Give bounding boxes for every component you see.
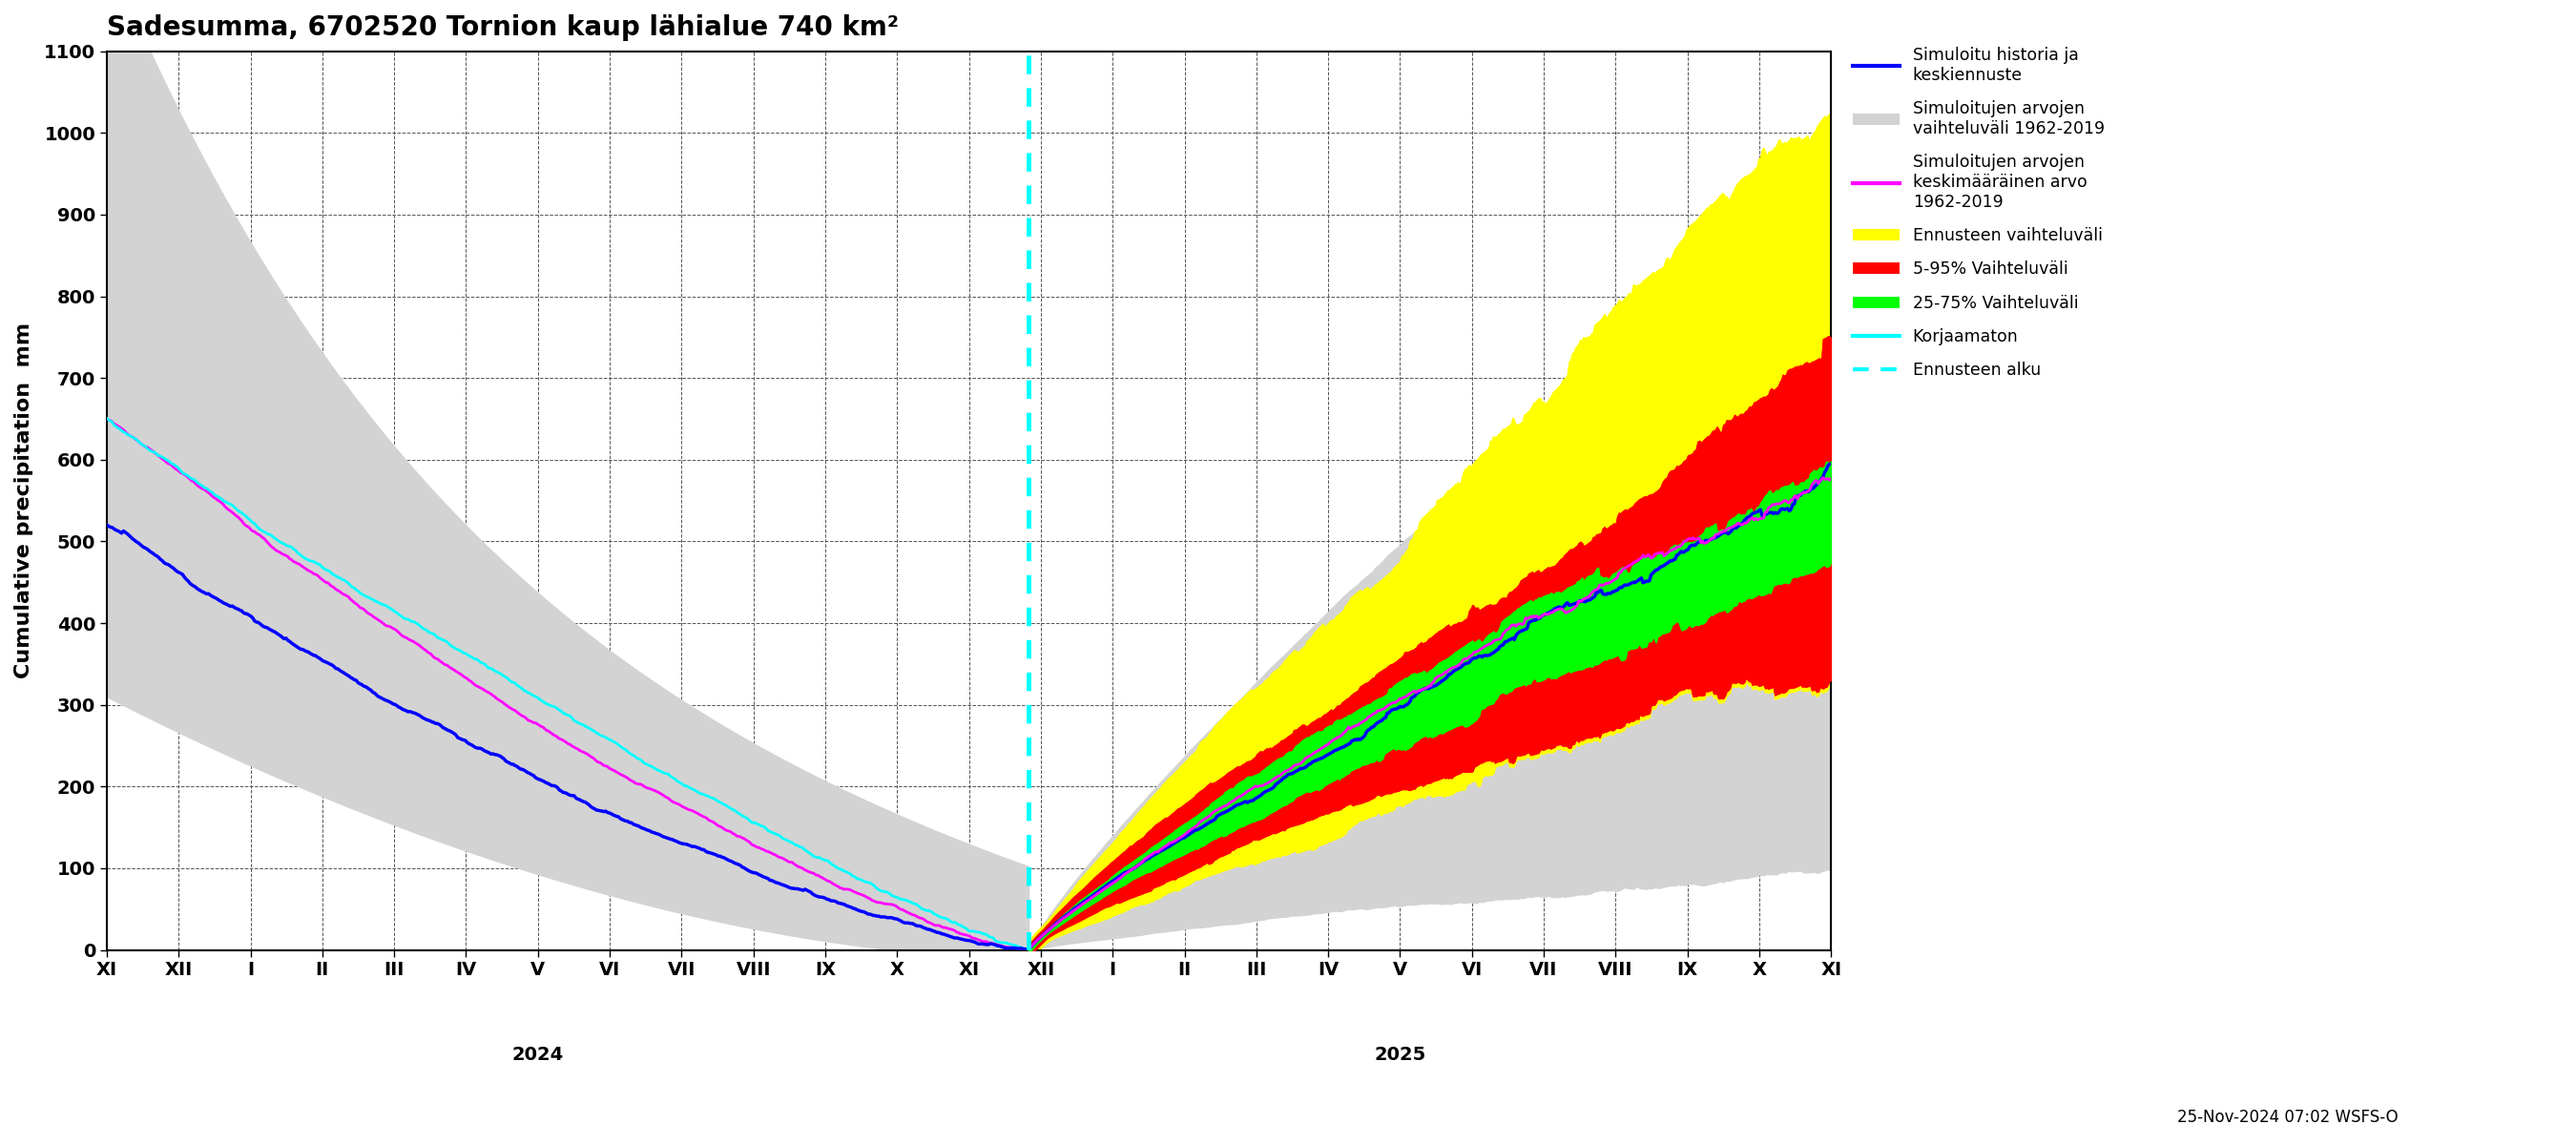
- Text: 2024: 2024: [513, 1047, 564, 1064]
- Legend: Simuloitu historia ja
keskiennuste, Simuloitujen arvojen
vaihteluväli 1962-2019,: Simuloitu historia ja keskiennuste, Simu…: [1847, 41, 2110, 385]
- Y-axis label: Cumulative precipitation  mm: Cumulative precipitation mm: [15, 323, 33, 679]
- Text: 2025: 2025: [1373, 1047, 1427, 1064]
- Text: Sadesumma, 6702520 Tornion kaup lähialue 740 km²: Sadesumma, 6702520 Tornion kaup lähialue…: [106, 14, 899, 41]
- Text: 25-Nov-2024 07:02 WSFS-O: 25-Nov-2024 07:02 WSFS-O: [2177, 1108, 2398, 1126]
